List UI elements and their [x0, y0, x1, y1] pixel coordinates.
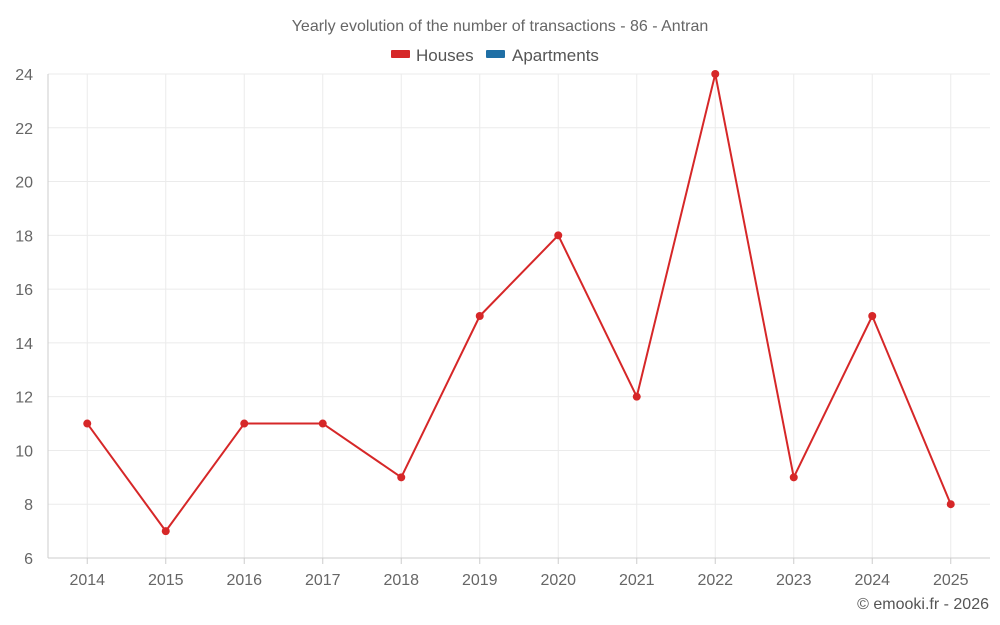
legend-swatch-apartments [486, 50, 505, 58]
data-point-houses[interactable] [868, 312, 877, 320]
data-point-houses[interactable] [711, 70, 720, 78]
x-tick-label: 2020 [540, 572, 576, 589]
x-tick-label: 2016 [226, 572, 262, 589]
x-tick-label: 2025 [933, 572, 969, 589]
y-tick-label: 16 [15, 282, 33, 299]
y-tick-label: 18 [15, 228, 33, 245]
legend-label-apartments: Apartments [512, 46, 599, 65]
legend-label-houses: Houses [416, 46, 474, 65]
x-tick-label: 2015 [148, 572, 184, 589]
series-line-houses [86, 73, 952, 533]
y-tick-label: 20 [15, 175, 33, 192]
data-point-houses[interactable] [632, 392, 641, 401]
credit-text: © emooki.fr - 2026 [857, 596, 989, 613]
data-point-houses[interactable] [554, 231, 563, 240]
x-tick-label: 2023 [776, 572, 812, 589]
y-tick-label: 24 [15, 67, 33, 84]
x-tick-label: 2018 [383, 572, 419, 589]
data-point-houses[interactable] [318, 419, 327, 428]
data-point-houses[interactable] [240, 419, 249, 428]
legend-item-houses[interactable]: Houses [391, 46, 474, 65]
grid [48, 73, 990, 558]
y-tick-label: 14 [15, 336, 33, 353]
y-tick-label: 12 [15, 390, 33, 407]
x-tick-label: 2014 [69, 572, 105, 589]
y-tick-label: 10 [15, 443, 33, 460]
y-tick-label: 6 [24, 551, 33, 568]
x-tick-label: 2021 [619, 572, 655, 589]
legend-swatch-houses [391, 50, 410, 58]
data-point-houses[interactable] [397, 473, 406, 482]
x-tick-label: 2022 [697, 572, 733, 589]
y-tick-label: 22 [15, 121, 33, 138]
y-tick-label: 8 [24, 497, 33, 514]
data-point-houses[interactable] [161, 527, 170, 536]
series [83, 70, 955, 536]
chart-title: Yearly evolution of the number of transa… [292, 18, 709, 35]
x-tick-label: 2019 [462, 572, 498, 589]
x-tick-label: 2017 [305, 572, 341, 589]
data-point-houses[interactable] [475, 312, 484, 320]
data-point-houses[interactable] [789, 473, 798, 482]
data-point-houses[interactable] [83, 419, 92, 428]
legend-item-apartments[interactable]: Apartments [486, 46, 599, 65]
data-point-houses[interactable] [946, 500, 955, 509]
legend: Houses Apartments [391, 46, 599, 65]
x-tick-label: 2024 [854, 572, 890, 589]
